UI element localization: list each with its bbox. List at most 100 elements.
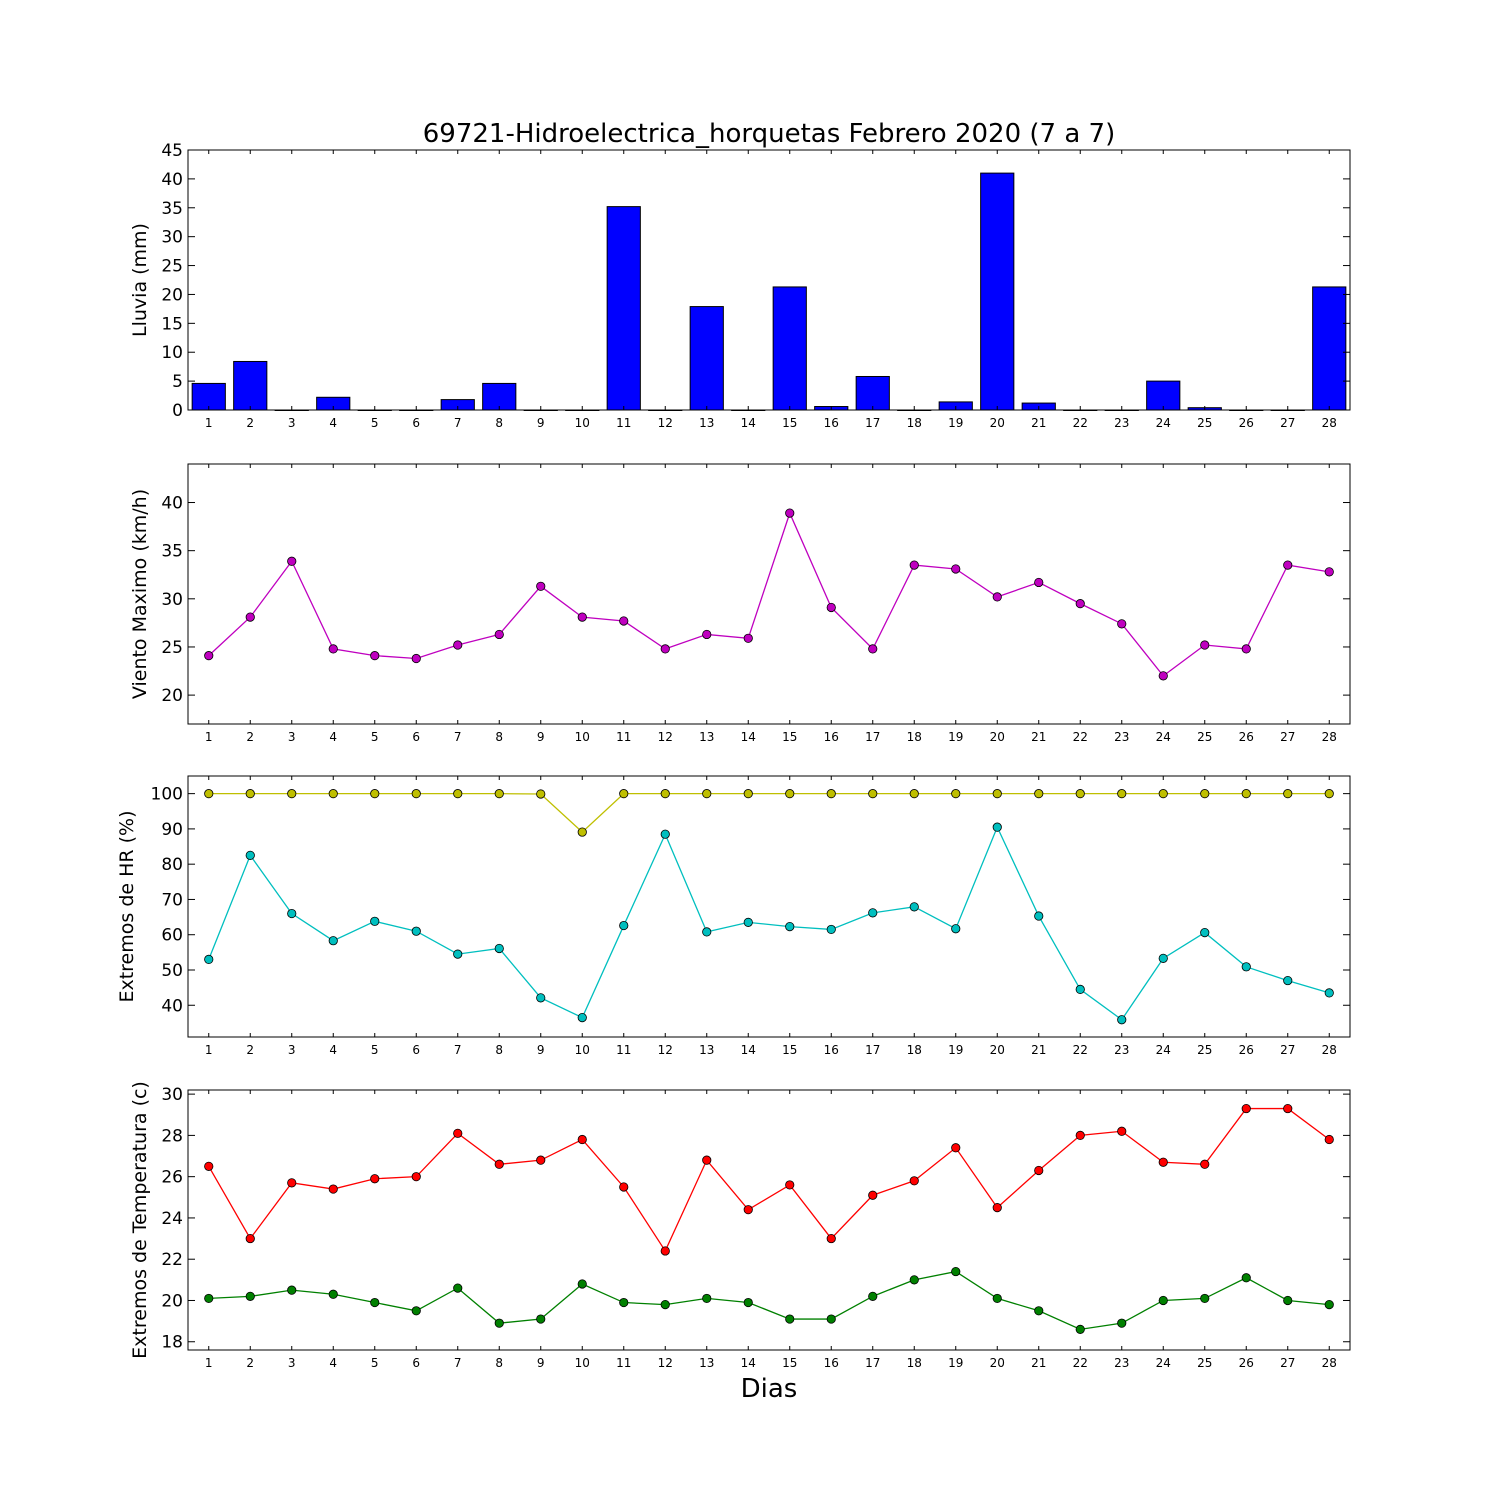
point-series-1-day-7 <box>453 1128 463 1138</box>
point-series-2-day-23 <box>1117 1015 1127 1025</box>
point-series-2-day-14 <box>743 917 753 927</box>
point-series-1-day-11 <box>619 1182 629 1192</box>
point-series-1-day-3 <box>287 1178 297 1188</box>
y-axis-label: Extremos de HR (%) <box>116 810 138 1002</box>
point-series-1-day-13 <box>702 1155 712 1165</box>
x-tick-label: 14 <box>741 1356 756 1370</box>
x-tick-label: 23 <box>1114 416 1129 430</box>
point-series-2-day-12 <box>660 829 670 839</box>
point-series-1-day-17 <box>868 644 878 654</box>
point-series-2-day-9 <box>536 1314 546 1324</box>
x-tick-label: 17 <box>865 416 880 430</box>
x-tick-label: 28 <box>1322 416 1337 430</box>
point-series-2-day-24 <box>1158 1295 1168 1306</box>
x-tick-label: 19 <box>948 1043 963 1057</box>
x-tick-label: 1 <box>205 416 213 430</box>
point-series-1-day-23 <box>1117 619 1127 629</box>
x-tick-label: 6 <box>412 730 420 744</box>
point-series-1-day-6 <box>411 653 421 664</box>
point-series-1-day-27 <box>1283 789 1293 799</box>
x-tick-label: 21 <box>1031 416 1046 430</box>
y-tick-label: 80 <box>161 855 183 875</box>
x-tick-label: 12 <box>658 416 673 430</box>
point-series-1-day-10 <box>577 827 587 837</box>
y-tick-label: 60 <box>161 926 183 946</box>
series-line-2 <box>208 1270 1330 1331</box>
point-series-2-day-7 <box>453 1283 463 1293</box>
point-series-1-day-4 <box>328 789 338 799</box>
x-tick-label: 9 <box>537 730 545 744</box>
y-tick-label: 30 <box>161 1085 183 1105</box>
point-series-2-day-16 <box>826 924 836 935</box>
x-tick-label: 4 <box>329 416 337 430</box>
point-series-1-day-15 <box>785 1180 795 1190</box>
point-series-1-day-9 <box>536 581 546 591</box>
point-series-1-day-10 <box>577 612 587 622</box>
x-tick-label: 17 <box>865 1043 880 1057</box>
point-series-2-day-13 <box>702 1293 712 1304</box>
point-series-2-day-10 <box>577 1279 587 1289</box>
x-tick-label: 16 <box>824 1043 839 1057</box>
point-series-1-day-26 <box>1241 644 1251 654</box>
bar-day-28 <box>1312 286 1347 411</box>
x-tick-label: 26 <box>1239 416 1254 430</box>
x-tick-label: 1 <box>205 730 213 744</box>
y-tick-label: 25 <box>161 638 183 658</box>
point-series-1-day-20 <box>992 1203 1002 1213</box>
point-series-2-day-1 <box>204 1293 214 1304</box>
point-series-2-day-2 <box>245 850 255 860</box>
point-series-1-day-22 <box>1075 789 1085 799</box>
x-tick-label: 19 <box>948 730 963 744</box>
point-series-1-day-26 <box>1241 1103 1251 1114</box>
point-series-1-day-4 <box>328 1184 338 1194</box>
point-series-1-day-18 <box>909 1176 919 1186</box>
x-tick-label: 12 <box>658 1356 673 1370</box>
x-tick-label: 5 <box>371 1043 379 1057</box>
point-series-2-day-22 <box>1075 1324 1085 1334</box>
point-series-1-day-28 <box>1324 567 1334 577</box>
x-tick-label: 13 <box>699 1356 714 1370</box>
point-series-1-day-25 <box>1200 1159 1210 1169</box>
x-tick-label: 11 <box>616 1043 631 1057</box>
x-tick-label: 13 <box>699 1043 714 1057</box>
point-series-2-day-14 <box>743 1297 753 1308</box>
point-series-1-day-18 <box>909 560 919 570</box>
x-tick-label: 16 <box>824 1356 839 1370</box>
x-tick-label: 22 <box>1073 1356 1088 1370</box>
point-series-2-day-3 <box>287 1285 297 1295</box>
x-tick-label: 10 <box>575 1043 590 1057</box>
x-tick-label: 19 <box>948 416 963 430</box>
y-tick-label: 18 <box>161 1333 183 1353</box>
x-tick-label: 5 <box>371 416 379 430</box>
x-tick-label: 2 <box>246 416 254 430</box>
point-series-1-day-27 <box>1283 1103 1293 1114</box>
y-tick-label: 45 <box>161 141 183 161</box>
point-series-2-day-17 <box>868 908 878 918</box>
plot-frame <box>187 1089 1351 1351</box>
x-tick-label: 8 <box>495 1043 503 1057</box>
bar-day-24 <box>1146 380 1181 411</box>
point-series-1-day-3 <box>287 556 297 566</box>
y-tick-label: 5 <box>172 372 183 392</box>
point-series-1-day-24 <box>1158 789 1168 799</box>
x-tick-label: 27 <box>1280 1043 1295 1057</box>
x-tick-label: 18 <box>907 1043 922 1057</box>
point-series-1-day-5 <box>370 651 380 661</box>
x-tick-label: 24 <box>1156 1356 1171 1370</box>
point-series-1-day-16 <box>826 1233 836 1244</box>
point-series-1-day-17 <box>868 789 878 799</box>
point-series-1-day-25 <box>1200 640 1210 650</box>
point-series-1-day-3 <box>287 789 297 799</box>
point-series-1-day-18 <box>909 789 919 799</box>
x-tick-label: 3 <box>288 1356 296 1370</box>
x-tick-label: 28 <box>1322 730 1337 744</box>
point-series-1-day-9 <box>536 789 546 799</box>
x-tick-label: 5 <box>371 730 379 744</box>
y-tick-label: 0 <box>172 401 183 421</box>
point-series-1-day-1 <box>204 789 214 799</box>
x-tick-label: 27 <box>1280 730 1295 744</box>
x-tick-label: 11 <box>616 1356 631 1370</box>
point-series-2-day-6 <box>411 1306 421 1316</box>
point-series-1-day-14 <box>743 633 753 643</box>
x-tick-label: 24 <box>1156 416 1171 430</box>
